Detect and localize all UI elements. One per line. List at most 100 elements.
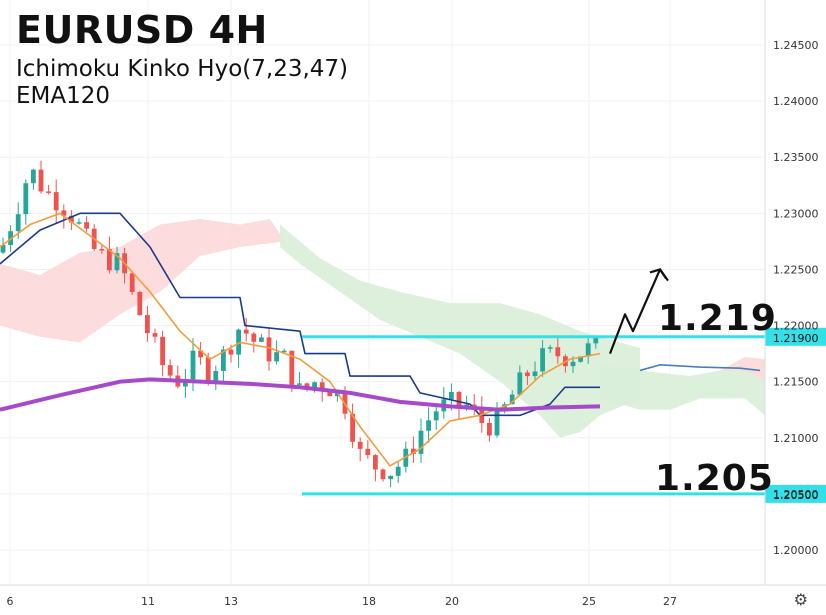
candle-body — [259, 337, 264, 342]
candle-body — [167, 365, 173, 376]
candle-body — [205, 357, 211, 381]
candle-body — [555, 347, 561, 357]
y-tick-label: 1.20000 — [773, 544, 819, 557]
candle-body — [53, 192, 59, 211]
y-tick-label: 1.21500 — [773, 376, 819, 389]
candle-body — [388, 475, 393, 480]
candle-body — [0, 244, 6, 253]
candle-body — [213, 370, 219, 381]
candle-body — [426, 420, 431, 431]
candle-body — [129, 273, 135, 293]
candle-body — [304, 383, 310, 388]
candle-body — [76, 222, 82, 224]
candle-body — [494, 410, 500, 436]
candle-body — [312, 382, 317, 388]
x-tick-label: 25 — [582, 595, 596, 608]
candle-body — [243, 329, 249, 334]
candle-body — [487, 423, 492, 436]
candle-body — [380, 469, 386, 480]
candle-body — [23, 183, 29, 215]
candle-body — [84, 222, 89, 229]
candle-body — [152, 333, 158, 337]
candle-body — [61, 210, 67, 216]
candle-body — [99, 248, 105, 251]
projection-arrow-head — [649, 268, 667, 280]
future-bear-cloud — [720, 356, 765, 382]
resistance-label: 1.219 — [658, 298, 777, 339]
candle-body — [517, 372, 523, 395]
candle-body — [107, 249, 112, 271]
y-tick-label: 1.24000 — [773, 95, 819, 108]
kijun-line — [0, 212, 600, 417]
x-tick-label: 13 — [224, 595, 238, 608]
candle-body — [38, 169, 44, 192]
candle-body — [289, 350, 295, 385]
candle-body — [137, 292, 143, 316]
y-tick-label: 1.23000 — [773, 207, 819, 220]
x-tick-label: 11 — [141, 595, 155, 608]
candle-body — [31, 169, 36, 184]
y-tick-label: 1.21000 — [773, 432, 819, 445]
future-cloud — [600, 364, 765, 416]
candle-body — [160, 336, 165, 366]
candle-body — [570, 361, 576, 367]
level-price-label: 1.20500 — [773, 489, 819, 502]
indicator-subtitle: Ichimoku Kinko Hyo(7,23,47) — [16, 56, 349, 82]
candle-body — [395, 466, 401, 476]
x-tick-label: 6 — [7, 595, 14, 608]
x-tick-label: 18 — [362, 595, 376, 608]
bullish-cloud — [280, 224, 640, 438]
candle-body — [198, 350, 203, 358]
candle-body — [297, 383, 302, 385]
future-line — [639, 364, 761, 372]
candle-body — [15, 214, 21, 232]
candle-body — [190, 350, 196, 380]
candle-body — [251, 333, 257, 342]
gear-icon[interactable]: ⚙ — [793, 590, 808, 609]
candle-body — [585, 343, 591, 357]
candle-body — [593, 337, 599, 344]
candle-body — [145, 315, 150, 334]
candle-body — [46, 191, 51, 193]
candle-body — [335, 392, 340, 397]
candle-body — [547, 347, 553, 349]
y-tick-label: 1.22500 — [773, 263, 819, 276]
candle-body — [449, 392, 454, 400]
candle-body — [578, 356, 583, 362]
candle-body — [540, 348, 545, 372]
candle-body — [464, 404, 469, 407]
candle-body — [266, 337, 272, 362]
level-price-label: 1.21900 — [773, 332, 819, 345]
candle-body — [502, 404, 507, 411]
x-tick-label: 27 — [663, 595, 677, 608]
y-tick-label: 1.20500 — [773, 488, 819, 501]
bearish-cloud — [0, 218, 285, 343]
y-tick-label: 1.22000 — [773, 320, 819, 333]
candle-body — [319, 382, 325, 392]
candle-body — [509, 394, 515, 405]
candle-body — [350, 413, 355, 442]
ema-line — [0, 377, 601, 412]
candle-body — [418, 430, 424, 454]
candle-body — [114, 253, 120, 271]
candle-body — [327, 391, 333, 397]
candle-body — [69, 215, 74, 223]
level-price-box — [765, 327, 826, 346]
level-price-box — [765, 484, 826, 503]
candle-body — [221, 349, 226, 371]
candle-body — [525, 372, 530, 377]
candle-body — [357, 441, 363, 449]
candle-body — [236, 329, 241, 355]
candle-body — [433, 411, 439, 421]
candle-body — [274, 352, 279, 362]
y-tick-label: 1.23500 — [773, 151, 819, 164]
candle-body — [532, 371, 538, 377]
ema-subtitle: EMA120 — [16, 83, 111, 109]
candle-body — [411, 448, 416, 454]
page-title: EURUSD 4H — [16, 8, 268, 52]
x-tick-label: 20 — [445, 595, 459, 608]
y-tick-label: 1.24500 — [773, 39, 819, 52]
support-label: 1.205 — [655, 458, 774, 499]
candle-body — [228, 349, 234, 355]
